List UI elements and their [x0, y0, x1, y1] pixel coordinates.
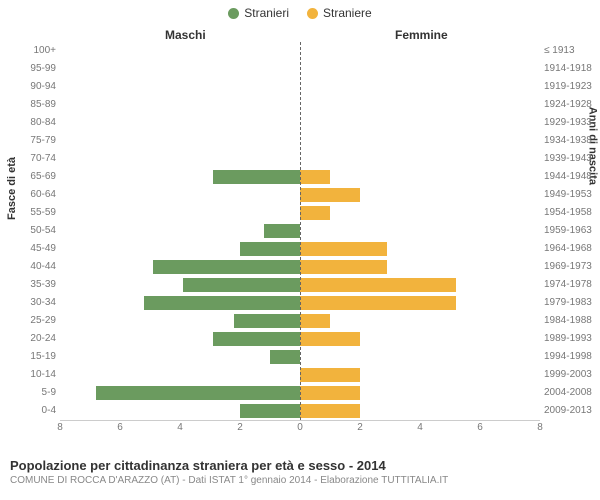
age-label: 20-24: [18, 333, 56, 344]
x-tick: 6: [477, 422, 483, 433]
legend-swatch-icon: [228, 8, 239, 19]
bar-female: [300, 260, 387, 274]
age-label: 0-4: [18, 405, 56, 416]
age-label: 70-74: [18, 153, 56, 164]
x-tick: 8: [537, 422, 543, 433]
birth-year-label: 2004-2008: [544, 387, 598, 398]
chart-title: Popolazione per cittadinanza straniera p…: [10, 458, 448, 473]
legend-label: Straniere: [323, 6, 372, 20]
birth-year-label: 1964-1968: [544, 243, 598, 254]
bar-female: [300, 296, 456, 310]
bar-male: [234, 314, 300, 328]
birth-year-label: 1929-1933: [544, 117, 598, 128]
age-label: 55-59: [18, 207, 56, 218]
age-label: 45-49: [18, 243, 56, 254]
pyramid-chart: 100+≤ 191395-991914-191890-941919-192385…: [60, 42, 540, 438]
bar-female: [300, 404, 360, 418]
birth-year-label: 1949-1953: [544, 189, 598, 200]
age-label: 90-94: [18, 81, 56, 92]
age-label: 85-89: [18, 99, 56, 110]
legend-swatch-icon: [307, 8, 318, 19]
birth-year-label: 1954-1958: [544, 207, 598, 218]
bar-female: [300, 314, 330, 328]
birth-year-label: 2009-2013: [544, 405, 598, 416]
age-label: 5-9: [18, 387, 56, 398]
age-label: 50-54: [18, 225, 56, 236]
age-label: 60-64: [18, 189, 56, 200]
birth-year-label: 1974-1978: [544, 279, 598, 290]
legend: Stranieri Straniere: [0, 0, 600, 20]
bar-male: [96, 386, 300, 400]
birth-year-label: 1979-1983: [544, 297, 598, 308]
birth-year-label: 1939-1943: [544, 153, 598, 164]
bar-male: [213, 170, 300, 184]
x-tick: 4: [417, 422, 423, 433]
age-label: 10-14: [18, 369, 56, 380]
birth-year-label: 1969-1973: [544, 261, 598, 272]
bar-male: [240, 404, 300, 418]
birth-year-label: 1994-1998: [544, 351, 598, 362]
bar-male: [183, 278, 300, 292]
bar-male: [144, 296, 300, 310]
bar-female: [300, 206, 330, 220]
birth-year-label: 1944-1948: [544, 171, 598, 182]
bar-male: [213, 332, 300, 346]
x-axis: 8 6 4 2 0 2 4 6 8: [60, 420, 540, 438]
x-tick: 2: [237, 422, 243, 433]
age-label: 15-19: [18, 351, 56, 362]
bar-female: [300, 332, 360, 346]
age-label: 25-29: [18, 315, 56, 326]
bar-female: [300, 188, 360, 202]
age-label: 35-39: [18, 279, 56, 290]
bar-female: [300, 368, 360, 382]
header-male: Maschi: [165, 28, 206, 42]
footer: Popolazione per cittadinanza straniera p…: [10, 458, 448, 486]
bar-male: [264, 224, 300, 238]
birth-year-label: 1914-1918: [544, 63, 598, 74]
bar-male: [240, 242, 300, 256]
bar-female: [300, 278, 456, 292]
birth-year-label: 1999-2003: [544, 369, 598, 380]
x-tick: 6: [117, 422, 123, 433]
birth-year-label: ≤ 1913: [544, 45, 598, 56]
bar-female: [300, 386, 360, 400]
birth-year-label: 1959-1963: [544, 225, 598, 236]
chart-subtitle: COMUNE DI ROCCA D'ARAZZO (AT) - Dati IST…: [10, 475, 448, 486]
bar-male: [270, 350, 300, 364]
birth-year-label: 1934-1938: [544, 135, 598, 146]
birth-year-label: 1924-1928: [544, 99, 598, 110]
legend-label: Stranieri: [244, 6, 289, 20]
header-female: Femmine: [395, 28, 448, 42]
bar-female: [300, 242, 387, 256]
age-label: 80-84: [18, 117, 56, 128]
age-label: 95-99: [18, 63, 56, 74]
age-label: 100+: [18, 45, 56, 56]
age-label: 30-34: [18, 297, 56, 308]
age-label: 65-69: [18, 171, 56, 182]
x-tick: 2: [357, 422, 363, 433]
legend-item: Stranieri: [228, 6, 289, 20]
x-tick: 0: [297, 422, 303, 433]
bar-male: [153, 260, 300, 274]
birth-year-label: 1984-1988: [544, 315, 598, 326]
age-label: 75-79: [18, 135, 56, 146]
bar-female: [300, 170, 330, 184]
y-axis-title-left: Fasce di età: [6, 157, 18, 220]
birth-year-label: 1989-1993: [544, 333, 598, 344]
birth-year-label: 1919-1923: [544, 81, 598, 92]
x-tick: 8: [57, 422, 63, 433]
legend-item: Straniere: [307, 6, 372, 20]
center-axis: [300, 42, 301, 420]
x-tick: 4: [177, 422, 183, 433]
age-label: 40-44: [18, 261, 56, 272]
